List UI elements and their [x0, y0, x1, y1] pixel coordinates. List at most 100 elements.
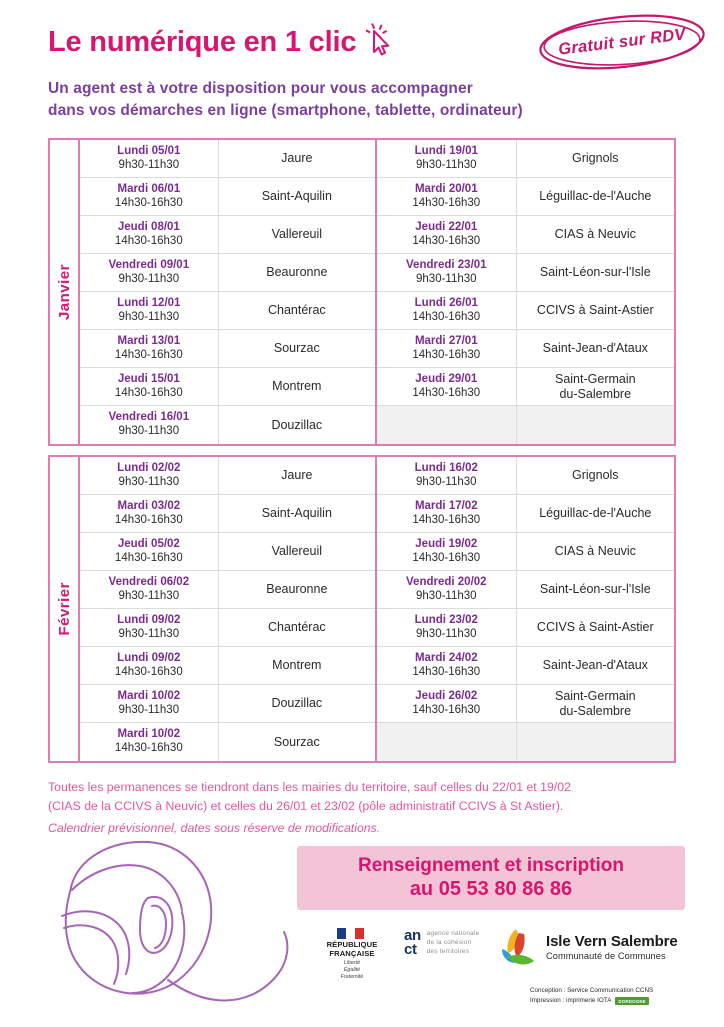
- table-row: Lundi 16/02 9h30-11h30 Grignols: [377, 457, 674, 495]
- table-row: Mardi 10/02 9h30-11h30 Douzillac: [80, 685, 375, 723]
- table-row: Mardi 20/01 14h30-16h30 Léguillac-de-l'Auc…: [377, 178, 674, 216]
- cell-place: Vallereuil: [219, 216, 375, 253]
- cell-day-label: Jeudi 19/02: [415, 537, 478, 550]
- cell-date: Jeudi 29/01 14h30-16h30: [377, 368, 517, 405]
- table-row: Mardi 17/02 14h30-16h30 Léguillac-de-l'Auc…: [377, 495, 674, 533]
- cell-day-label: Vendredi 20/02: [406, 575, 487, 588]
- contact-phone: au 05 53 80 86 86: [409, 878, 573, 901]
- anct-mark-line-2: ct: [404, 940, 417, 958]
- table-row: Vendredi 09/01 9h30-11h30 Beauronne: [80, 254, 375, 292]
- cell-place-line: Chantérac: [267, 303, 326, 318]
- cell-date: Mardi 27/01 14h30-16h30: [377, 330, 517, 367]
- credit-impression-row: Impression : imprimerie IOTA DORDOGNE: [530, 996, 710, 1006]
- cell-place-line: CCIVS à Saint-Astier: [536, 620, 654, 635]
- table-row: Lundi 23/02 9h30-11h30 CCIVS à Saint-Astie…: [377, 609, 674, 647]
- table-halves-janvier: Lundi 05/01 9h30-11h30 Jaure Mardi 06/01 14h…: [80, 140, 674, 444]
- footnote-line-1: Toutes les permanences se tiendront dans…: [48, 780, 571, 794]
- cell-date: Jeudi 19/02 14h30-16h30: [377, 533, 517, 570]
- credits-block: Conception : Service Communication CCNS …: [530, 986, 710, 1006]
- cell-place: Grignols: [517, 457, 674, 494]
- cell-day-label: Mardi 10/02: [117, 728, 181, 741]
- cell-hours-label: 9h30-11h30: [416, 272, 477, 285]
- table-row: Mardi 03/02 14h30-16h30 Saint-Aquilin: [80, 495, 375, 533]
- cell-hours-label: 14h30-16h30: [412, 703, 481, 716]
- cell-place: Beauronne: [219, 254, 375, 291]
- cell-date: Jeudi 05/02 14h30-16h30: [80, 533, 219, 570]
- cell-place-line: Saint-Léon-sur-l'Isle: [539, 582, 651, 597]
- cell-place-line: du-Salembre: [559, 386, 632, 401]
- computer-mouse-icon: [56, 832, 296, 1022]
- cell-day-label: Jeudi 26/02: [415, 689, 478, 702]
- anct-tagline: agence nationale de la cohésion des terr…: [427, 929, 480, 956]
- anct-tag-line-2: de la cohésion: [426, 939, 472, 947]
- cell-day-label: Mardi 27/01: [414, 334, 478, 347]
- page-title: Le numérique en 1 clic: [48, 26, 357, 58]
- cell-place-line: Léguillac-de-l'Auche: [539, 189, 652, 204]
- cell-date: Jeudi 08/01 14h30-16h30: [80, 216, 219, 253]
- rf-name-line-2: FRANÇAISE: [329, 948, 375, 958]
- cell-place: [516, 723, 674, 761]
- cell-day-label: Vendredi 06/02: [108, 575, 190, 588]
- cell-hours-label: 14h30-16h30: [412, 386, 481, 399]
- cell-place-line: Grignols: [572, 151, 619, 166]
- cell-place-line: Saint-Jean-d'Ataux: [542, 658, 648, 673]
- cell-place: Beauronne: [219, 571, 375, 608]
- cell-place-line: Beauronne: [266, 582, 328, 597]
- rf-motto-liberte: Liberté: [343, 960, 361, 967]
- cell-place-line: Saint-Germain: [554, 371, 636, 386]
- cell-date: Vendredi 23/01 9h30-11h30: [377, 254, 517, 291]
- cell-hours-label: 9h30-11h30: [118, 703, 180, 716]
- cell-place-line: du-Salembre: [559, 703, 632, 718]
- cell-day-label: Lundi 16/02: [414, 461, 478, 474]
- cell-day-label: Lundi 19/01: [414, 144, 478, 157]
- cell-day-label: Mardi 06/01: [117, 182, 181, 195]
- cell-day-label: Mardi 03/02: [117, 499, 181, 512]
- cell-date: [377, 723, 517, 761]
- cell-day-label: Lundi 12/01: [117, 296, 181, 309]
- table-halves-fevrier: Lundi 02/02 9h30-11h30 Jaure Mardi 03/02 14h…: [80, 457, 674, 761]
- cell-day-label: Mardi 17/02: [414, 499, 478, 512]
- cell-hours-label: 14h30-16h30: [114, 513, 183, 526]
- cell-day-label: Jeudi 15/01: [117, 372, 180, 385]
- cell-place-line: Saint-Léon-sur-l'Isle: [539, 265, 651, 280]
- cell-day-label: Mardi 20/01: [414, 182, 478, 195]
- cell-place: CCIVS à Saint-Astier: [517, 609, 674, 646]
- cell-hours-label: 14h30-16h30: [412, 348, 481, 361]
- cell-day-label: Mardi 13/01: [117, 334, 181, 347]
- cell-date: Mardi 06/01 14h30-16h30: [80, 178, 219, 215]
- cell-place-line: Vallereuil: [271, 544, 323, 559]
- cell-date: Lundi 12/01 9h30-11h30: [80, 292, 219, 329]
- cell-place: Douzillac: [219, 406, 375, 444]
- cell-place-line: Saint-Jean-d'Ataux: [542, 341, 648, 356]
- calendar-table-janvier: Janvier Lundi 05/01 9h30-11h30 Jaure Mardi …: [48, 138, 676, 446]
- table-row: Vendredi 20/02 9h30-11h30 Saint-Léon-sur-l…: [377, 571, 674, 609]
- table-row: Mardi 10/02 14h30-16h30 Sourzac: [80, 723, 375, 761]
- cell-hours-label: 14h30-16h30: [114, 551, 183, 564]
- cell-place: Sourzac: [219, 723, 375, 761]
- credit-conception: Conception : Service Communication CCNS: [530, 987, 654, 994]
- cell-day-label: Lundi 26/01: [414, 296, 478, 309]
- cell-place: Jaure: [219, 140, 375, 177]
- cell-day-label: Jeudi 29/01: [415, 372, 478, 385]
- table-row: Lundi 05/01 9h30-11h30 Jaure: [80, 140, 375, 178]
- cell-date: Mardi 13/01 14h30-16h30: [80, 330, 219, 367]
- cell-hours-label: 9h30-11h30: [416, 627, 477, 640]
- cell-day-label: Lundi 05/01: [117, 144, 181, 157]
- table-row: Jeudi 05/02 14h30-16h30 Vallereuil: [80, 533, 375, 571]
- cell-hours-label: 14h30-16h30: [412, 665, 481, 678]
- poster-header: Le numérique en 1 clic Un agent est à vo…: [0, 0, 724, 130]
- subtitle-line-1: Un agent est à votre disposition pour vo…: [48, 80, 473, 97]
- subtitle-line-2: dans vos démarches en ligne (smartphone,…: [48, 102, 523, 119]
- month-label-cell-fevrier: Février: [50, 457, 80, 761]
- cell-place-line: Léguillac-de-l'Auche: [539, 506, 652, 521]
- month-label-cell-janvier: Janvier: [50, 140, 80, 444]
- cell-hours-label: 9h30-11h30: [118, 310, 180, 323]
- cell-hours-label: 9h30-11h30: [416, 589, 477, 602]
- cell-date: Mardi 10/02 9h30-11h30: [80, 685, 219, 722]
- ivs-name: Isle Vern Salembre: [546, 933, 678, 951]
- cell-place: Saint-Aquilin: [219, 178, 375, 215]
- cell-day-label: Lundi 23/02: [414, 613, 478, 626]
- cell-place: Saint-Aquilin: [219, 495, 375, 532]
- cell-date: [377, 406, 517, 444]
- cell-place: Saint-Jean-d'Ataux: [517, 330, 674, 367]
